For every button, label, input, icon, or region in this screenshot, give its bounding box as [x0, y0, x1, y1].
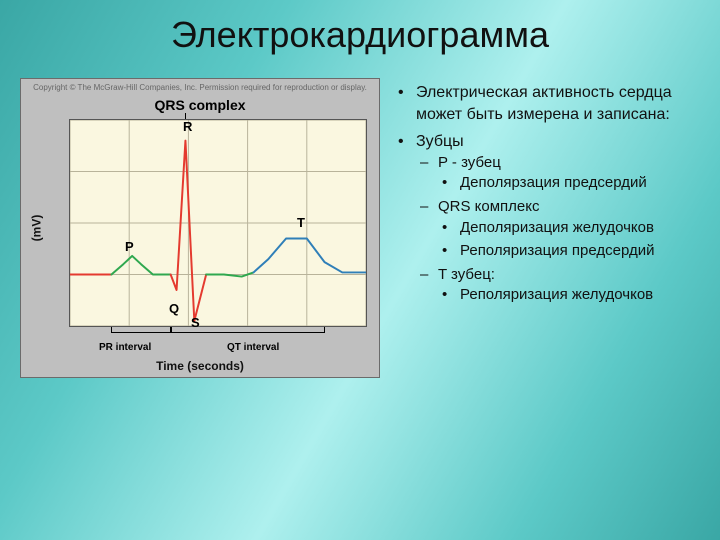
l2-item-p: P - зубец Деполярзация предсердий: [416, 153, 700, 194]
ecg-chart-panel: Copyright © The McGraw-Hill Companies, I…: [20, 78, 380, 378]
pr-interval-label: PR interval: [99, 342, 151, 353]
x-axis-label: Time (seconds): [21, 359, 379, 373]
ecg-plot-area: [69, 119, 367, 327]
level3-list: Деполярзация предсердий: [438, 173, 700, 193]
ecg-svg: [70, 120, 366, 326]
level3-list: Деполяризация желудочков Реполяризация п…: [438, 218, 700, 262]
level2-list: P - зубец Деполярзация предсердий QRS ко…: [416, 153, 700, 306]
l3-item: Реполяризация предсердий: [438, 241, 700, 261]
l3-text: Реполяризация предсердий: [460, 242, 654, 259]
l2-item-qrs: QRS комплекс Деполяризация желудочков Ре…: [416, 197, 700, 261]
l3-item: Реполяризация желудочков: [438, 285, 700, 305]
level1-list: Электрическая активность сердца может бы…: [394, 82, 700, 306]
l2-text: T зубец:: [438, 266, 495, 283]
l3-text: Деполярзация предсердий: [460, 174, 647, 191]
l1-item-waves: Зубцы P - зубец Деполярзация предсердий …: [394, 131, 700, 305]
slide-root: Электрокардиограмма Copyright © The McGr…: [0, 0, 720, 540]
slide-title: Электрокардиограмма: [0, 14, 720, 56]
label-S: S: [191, 315, 200, 330]
l3-text: Реполяризация желудочков: [460, 286, 653, 303]
l1-text: Зубцы: [416, 133, 464, 150]
l1-text: Электрическая активность сердца может бы…: [416, 84, 672, 123]
l3-item: Деполярзация предсердий: [438, 173, 700, 193]
label-P: P: [125, 239, 134, 254]
l3-text: Деполяризация желудочков: [460, 219, 654, 236]
text-column: Электрическая активность сердца может бы…: [394, 78, 700, 520]
qt-interval-bracket: [171, 332, 325, 338]
pr-interval-bracket: [111, 332, 170, 338]
content-row: Copyright © The McGraw-Hill Companies, I…: [20, 78, 700, 520]
y-axis-label: (mV): [29, 215, 43, 242]
label-Q: Q: [169, 301, 179, 316]
label-T: T: [297, 215, 305, 230]
chart-title: QRS complex: [21, 97, 379, 113]
l2-text: P - зубец: [438, 154, 501, 171]
l2-text: QRS комплекс: [438, 198, 540, 215]
qt-interval-label: QT interval: [227, 342, 279, 353]
chart-copyright: Copyright © The McGraw-Hill Companies, I…: [21, 83, 379, 92]
l1-item-intro: Электрическая активность сердца может бы…: [394, 82, 700, 125]
label-R: R: [183, 119, 192, 134]
l2-item-t: T зубец: Реполяризация желудочков: [416, 265, 700, 306]
l3-item: Деполяризация желудочков: [438, 218, 700, 238]
level3-list: Реполяризация желудочков: [438, 285, 700, 305]
